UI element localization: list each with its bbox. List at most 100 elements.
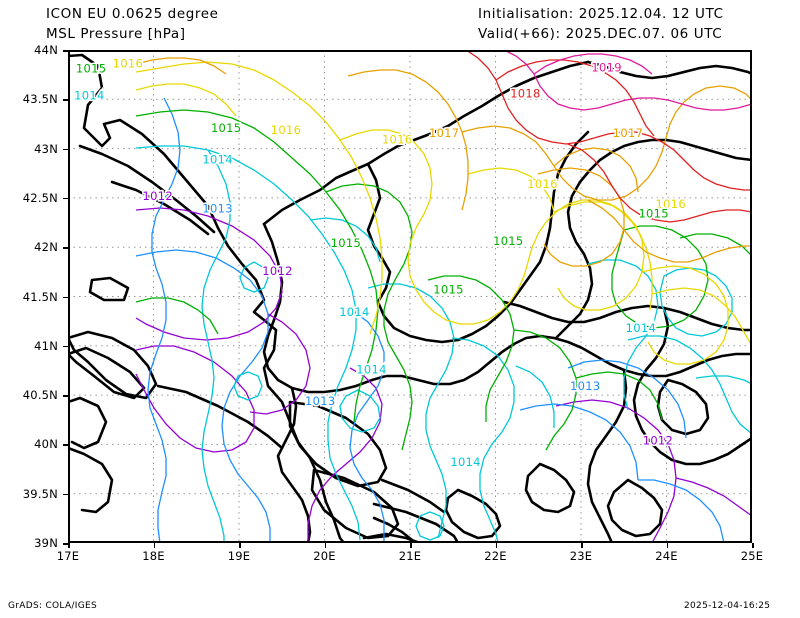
contour-1016: [135, 61, 752, 365]
contour-label: 1014: [450, 455, 480, 469]
x-axis-tick: [324, 543, 327, 548]
contour-label-halo: 1014: [339, 305, 369, 319]
plot-frame: [68, 50, 752, 543]
contour-1015: [135, 109, 752, 451]
x-axis-tick: [752, 543, 754, 548]
contour-label-halo: 1014: [450, 455, 480, 469]
y-axis-tick-label: 42.5N: [22, 190, 58, 205]
contour-label: 1015: [493, 234, 523, 248]
x-axis-tick: [581, 543, 583, 548]
contour-label-halo: 1012: [643, 433, 673, 447]
field-title: MSL Pressure [hPa]: [46, 26, 186, 42]
y-axis-tick-label: 42N: [34, 240, 58, 255]
x-axis-tick: [239, 543, 241, 548]
contour-label-halo: 1014: [356, 362, 386, 376]
contour-label: 1014: [339, 305, 369, 319]
contour-label: 1015: [76, 62, 106, 76]
y-axis-tick-label: 44N: [34, 43, 58, 57]
x-axis-tick-label: 17E: [56, 549, 80, 563]
contour-label-halo: 1015: [211, 121, 241, 135]
valid-time-label: Valid(+66): 2025.DEC.07. 06 UTC: [478, 26, 723, 42]
contour-label-halo: 1014: [626, 321, 656, 335]
contour-label-halo: 1015: [433, 283, 463, 297]
y-axis-tick: [63, 99, 68, 101]
contour-label: 1015: [331, 236, 361, 250]
contour-label: 1019: [591, 61, 621, 75]
contour-label-halo: 1016: [382, 133, 412, 147]
y-axis-tick-label: 39.5N: [22, 486, 58, 501]
x-axis-tick: [410, 543, 412, 548]
contour-label: 1017: [429, 126, 459, 140]
contour-label-halo: 1015: [76, 62, 106, 76]
x-axis-tick-label: 19E: [227, 549, 251, 563]
contour-label-halo: 1018: [510, 86, 540, 100]
x-axis-tick: [68, 543, 70, 548]
y-axis-tick: [63, 296, 68, 299]
contour-label-halo: 1015: [331, 236, 361, 250]
contour-label: 1014: [626, 321, 656, 335]
x-axis-tick-label: 22E: [484, 549, 507, 563]
y-axis-tick: [63, 444, 68, 446]
contour-label-halo: 1016: [113, 57, 143, 71]
contour-label-halo: 1016: [656, 197, 686, 211]
contour-1013: [135, 97, 725, 543]
contour-label: 1016: [113, 57, 143, 71]
y-axis-tick-label: 40N: [34, 437, 58, 452]
y-axis-tick-label: 40.5N: [22, 388, 58, 403]
x-axis-tick-label: 24E: [655, 549, 678, 563]
x-axis-tick-label: 21E: [398, 549, 422, 563]
y-axis-tick: [63, 197, 68, 200]
x-axis-tick: [153, 543, 156, 548]
contour-label: 1012: [143, 189, 173, 203]
contour-label: 1014: [202, 152, 232, 166]
contour-1014: [135, 145, 752, 543]
contour-label-halo: 1013: [570, 379, 600, 393]
y-axis-tick-label: 43.5N: [22, 92, 58, 107]
contour-label: 1013: [305, 394, 335, 408]
contour-label: 1017: [613, 126, 643, 140]
contour-label-halo: 1017: [429, 126, 459, 140]
contour-label: 1014: [356, 362, 386, 376]
geography-outlines: [68, 53, 752, 543]
y-axis-tick: [63, 345, 68, 348]
contour-label: 1013: [570, 379, 600, 393]
contour-label-halo: 1017: [613, 126, 643, 140]
contour-label-halo: 1015: [493, 234, 523, 248]
contour-label: 1016: [382, 133, 412, 147]
y-axis-tick: [63, 493, 68, 496]
contour-label-halo: 1015: [638, 207, 668, 221]
x-axis-tick: [666, 543, 669, 548]
x-axis-tick-label: 18E: [142, 549, 165, 563]
contour-label-halo: 1014: [74, 88, 104, 102]
model-title: ICON EU 0.0625 degree: [46, 6, 219, 22]
contour-map-plot: 1015 1015 1016 1016 1014 1014 1015 1015 1016 1016…: [68, 50, 752, 543]
contour-label: 1012: [643, 433, 673, 447]
contour-label: 1015: [211, 121, 241, 135]
y-axis-tick-label: 41N: [34, 338, 58, 353]
contour-label: 1015: [433, 283, 463, 297]
x-axis-tick-label: 20E: [313, 549, 336, 563]
y-axis-tick: [63, 395, 68, 397]
contour-label: 1016: [271, 123, 301, 137]
contour-label-halo: 1014: [202, 152, 232, 166]
y-axis-tick: [63, 148, 68, 151]
x-axis-tick: [495, 543, 498, 548]
y-axis-tick: [63, 543, 68, 545]
contour-label-halo: 1012: [262, 264, 292, 278]
initialisation-label: Initialisation: 2025.12.04. 12 UTC: [478, 6, 724, 22]
contour-label: 1018: [510, 86, 540, 100]
contour-1019: [503, 50, 752, 111]
y-axis-tick-label: 43N: [34, 141, 58, 156]
contour-label: 1015: [638, 207, 668, 221]
x-axis-tick-label: 25E: [740, 549, 764, 563]
x-axis-tick-label: 23E: [569, 549, 593, 563]
contour-label: 1012: [262, 264, 292, 278]
contour-1017: [135, 57, 752, 267]
contour-label-halo: 1013: [202, 202, 232, 216]
y-axis-tick: [63, 247, 68, 249]
y-axis-tick: [63, 50, 68, 52]
contour-label-halo: 1016: [271, 123, 301, 137]
y-axis-tick-label: 39N: [34, 536, 58, 550]
contour-label: 1014: [74, 88, 104, 102]
